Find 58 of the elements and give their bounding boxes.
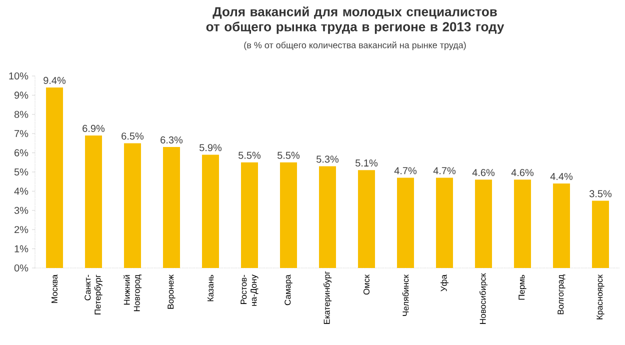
x-tick-label: Челябинск bbox=[402, 274, 409, 316]
data-label: 5.1% bbox=[356, 159, 378, 167]
x-tick-label: Красноярск bbox=[596, 274, 604, 320]
bar bbox=[514, 180, 531, 268]
x-tick-label: Волгоград bbox=[558, 274, 566, 314]
bar bbox=[280, 162, 297, 268]
bar bbox=[85, 136, 102, 268]
chart-subtitle: (в % от общего количества вакансий на рынке труда) bbox=[244, 42, 466, 50]
x-tick-label: Нижний Новгород bbox=[123, 274, 142, 312]
data-label: 5.5% bbox=[238, 152, 261, 159]
x-tick-label: Санкт-Петербург bbox=[84, 274, 102, 314]
bar bbox=[358, 170, 375, 268]
y-tick-label: 3% bbox=[14, 206, 28, 214]
x-tick-label: Ростов-на-Дону bbox=[240, 274, 258, 306]
data-label: 5.9% bbox=[200, 144, 222, 152]
x-tick-label: Омск bbox=[363, 274, 370, 295]
x-tick-label: Самара bbox=[284, 274, 292, 306]
y-tick-label: 10% bbox=[9, 72, 28, 80]
data-label: 4.6% bbox=[511, 169, 534, 176]
bar bbox=[396, 178, 414, 268]
y-tick-label: 9% bbox=[14, 92, 28, 99]
bar bbox=[46, 88, 64, 268]
bar bbox=[124, 143, 142, 268]
data-label: 9.4% bbox=[44, 76, 66, 84]
data-label: 5.5% bbox=[278, 152, 300, 159]
data-label: 4.7% bbox=[394, 167, 417, 174]
data-label: 4.7% bbox=[433, 167, 456, 174]
x-tick-label: Москва bbox=[52, 274, 58, 303]
y-tick-label: 8% bbox=[14, 110, 28, 118]
data-label: 6.5% bbox=[122, 132, 144, 140]
x-tick-label: Новосибирск bbox=[479, 273, 488, 324]
data-label: 6.3% bbox=[160, 136, 183, 144]
bar bbox=[163, 147, 180, 268]
y-tick-label: 7% bbox=[14, 130, 28, 138]
x-tick-label: Казань bbox=[208, 274, 214, 302]
y-tick-label: 6% bbox=[14, 149, 28, 156]
x-tick-label: Воронеж bbox=[168, 274, 176, 309]
y-tick-label: 2% bbox=[14, 226, 28, 234]
data-label: 4.4% bbox=[550, 172, 573, 180]
data-label: 6.9% bbox=[82, 124, 105, 132]
bar bbox=[474, 180, 492, 268]
y-tick-label: 5% bbox=[14, 168, 28, 176]
bar bbox=[202, 154, 220, 268]
x-tick-label: Пермь bbox=[518, 274, 526, 300]
chart-title: Доля вакансий для молодых специалистов от общего рынка труда в регионе в 2013 году bbox=[206, 6, 504, 34]
y-tick-label: 1% bbox=[14, 245, 28, 252]
bar bbox=[241, 162, 258, 268]
bar bbox=[436, 178, 453, 268]
bar bbox=[552, 184, 570, 268]
data-label: 3.5% bbox=[589, 190, 612, 198]
x-tick-label: Уфа bbox=[440, 274, 448, 292]
y-tick-label: 4% bbox=[14, 188, 28, 195]
bar bbox=[319, 166, 336, 268]
data-label: 5.3% bbox=[316, 156, 339, 163]
bar bbox=[592, 200, 609, 268]
data-label: 4.6% bbox=[472, 169, 495, 176]
y-tick-label: 0% bbox=[14, 264, 28, 272]
x-tick-label: Екатеринбург bbox=[323, 271, 332, 324]
